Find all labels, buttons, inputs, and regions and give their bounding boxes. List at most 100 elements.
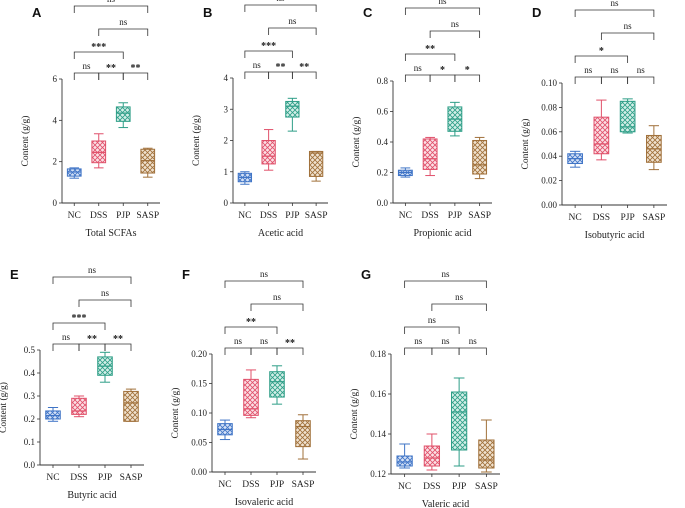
y-tick-label: 0.14: [370, 429, 386, 439]
x-axis-title: Total SCFAs: [85, 228, 136, 239]
sig-bracket: ns: [78, 288, 132, 307]
sig-label: *: [599, 46, 604, 57]
sig-bracket: ns: [250, 336, 278, 355]
box-pjp: [115, 102, 131, 129]
y-tick-label: 0.6: [377, 107, 389, 117]
x-tick-label: SASP: [468, 211, 491, 221]
sig-bracket: ns: [600, 21, 655, 40]
x-tick-label: NC: [68, 211, 81, 221]
sig-bracket-line: [73, 72, 100, 80]
box-dss: [91, 133, 107, 169]
box-iqr: [423, 445, 441, 467]
panel-f: F 0.00 0.05 0.10 0.15 0.20 Content (g/g) NC DSS P…: [170, 267, 316, 508]
x-tick-label: SASP: [136, 211, 159, 221]
x-tick-label: NC: [238, 211, 251, 221]
sig-bracket: ns: [73, 61, 100, 80]
box-iqr: [450, 391, 468, 451]
sig-bracket: **: [104, 334, 132, 351]
y-tick-label: 0.2: [24, 414, 35, 424]
sig-label: ns: [624, 21, 633, 31]
y-tick-label: 4: [224, 73, 229, 83]
box-nc: [217, 419, 233, 441]
sig-label: ns: [273, 292, 282, 302]
sig-bracket: *: [574, 46, 629, 63]
y-tick-label: 0.1: [24, 437, 35, 447]
x-tick-label: DSS: [242, 480, 259, 490]
x-tick-label: SASP: [305, 211, 328, 221]
box-iqr: [478, 439, 495, 469]
sig-label: ***: [72, 313, 87, 324]
y-tick-label: 0.00: [541, 200, 557, 210]
sig-bracket: **: [291, 62, 317, 79]
sig-bracket: ns: [404, 336, 433, 355]
x-axis-title: Valeric acid: [422, 499, 469, 508]
x-tick-label: SASP: [120, 473, 143, 483]
sig-label: ns: [441, 336, 450, 346]
box-nc: [396, 443, 413, 469]
sig-bracket-line: [98, 28, 149, 36]
sig-bracket: ns: [431, 292, 487, 311]
box-dss: [423, 433, 441, 471]
sig-bracket-line: [224, 347, 252, 355]
sig-bracket-line: [574, 76, 602, 84]
x-axis-title: Isobutyric acid: [585, 230, 645, 241]
sig-bracket-line: [600, 76, 629, 84]
sig-bracket: **: [224, 317, 278, 334]
x-tick-label: NC: [46, 473, 59, 483]
y-tick-label: 0.8: [377, 76, 389, 86]
sig-label: ns: [253, 60, 262, 70]
sig-bracket-line: [429, 30, 481, 38]
y-tick-label: 0.10: [541, 78, 557, 88]
sig-bracket-line: [244, 4, 317, 12]
panel-label: C: [363, 5, 373, 20]
box-iqr: [396, 455, 413, 467]
sig-label: ns: [260, 336, 269, 346]
y-tick-label: 0: [53, 198, 58, 208]
box-nc: [66, 167, 82, 179]
sig-bracket: ns: [244, 60, 270, 79]
sig-label: ns: [82, 61, 91, 71]
x-tick-label: PJP: [452, 482, 466, 492]
panel-label: A: [32, 5, 42, 20]
sig-bracket-line: [574, 9, 655, 17]
y-axis-label: Content (g/g): [0, 382, 9, 433]
panel-d: D 0.00 0.02 0.04 0.06 0.08 0.10 Content (g/g) NC…: [520, 0, 667, 241]
sig-label: ns: [469, 336, 478, 346]
sig-label: ns: [428, 315, 437, 325]
sig-label: ns: [414, 336, 423, 346]
y-tick-label: 2: [224, 136, 229, 146]
sig-bracket: ns: [244, 0, 317, 12]
panel-g: G 0.12 0.14 0.16 0.18 Content (g/g) NC DSS PJP SA…: [349, 267, 500, 508]
sig-label: ns: [234, 336, 243, 346]
sig-bracket: ns: [250, 292, 304, 311]
x-tick-label: DSS: [70, 473, 87, 483]
y-axis-label: Content (g/g): [191, 115, 202, 166]
y-tick-label: 0.05: [191, 438, 207, 448]
x-tick-label: DSS: [593, 213, 610, 223]
panel-c: C 0.0 0.2 0.4 0.6 0.8 Content (g/g) NC DSS PJP SAS…: [351, 0, 492, 239]
sig-bracket-line: [404, 74, 431, 82]
sig-label: ns: [88, 265, 97, 275]
box-sasp: [123, 388, 139, 422]
box-pjp: [447, 101, 463, 137]
sig-bracket: **: [404, 44, 456, 61]
sig-bracket-line: [404, 7, 481, 15]
y-tick-label: 0.00: [191, 467, 207, 477]
box-sasp: [472, 136, 488, 180]
sig-bracket-line: [78, 299, 132, 307]
sig-bracket-line: [458, 347, 487, 355]
x-tick-label: DSS: [90, 211, 107, 221]
x-tick-label: PJP: [116, 211, 130, 221]
y-axis-label: Content (g/g): [20, 116, 31, 167]
y-tick-label: 3: [224, 104, 229, 114]
sig-label: ns: [288, 16, 297, 26]
panel-label: D: [532, 5, 541, 20]
sig-bracket: **: [78, 334, 106, 351]
sig-bracket-line: [98, 72, 124, 80]
sig-label: ns: [62, 332, 71, 342]
panel-label: F: [182, 267, 190, 282]
x-tick-label: DSS: [421, 211, 438, 221]
sig-label: **: [131, 63, 141, 74]
sig-label: ns: [584, 65, 593, 75]
